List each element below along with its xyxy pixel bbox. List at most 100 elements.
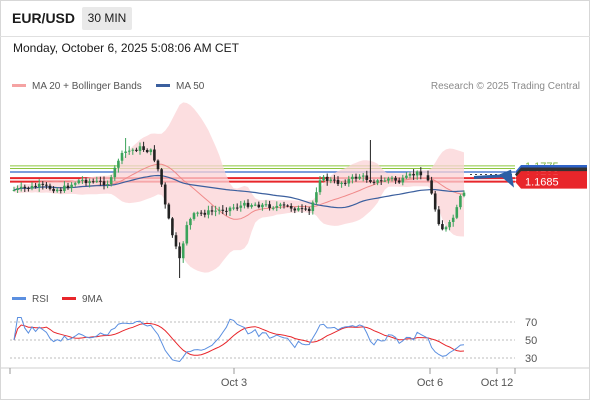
candle-body — [228, 207, 232, 212]
candle-body — [59, 189, 63, 191]
credit-text: Research © 2025 Trading Central — [430, 81, 580, 92]
candle-body — [333, 179, 336, 181]
candle-body — [459, 195, 462, 208]
legend-rsi-swatch — [12, 296, 26, 300]
candle-body — [300, 208, 304, 210]
candle-body — [243, 202, 246, 206]
candle-body — [207, 210, 210, 215]
candle-body — [196, 212, 199, 214]
candle-body — [415, 171, 419, 176]
candle-body — [329, 179, 333, 181]
legend-ma9-swatch — [62, 296, 76, 300]
rsi-tick-label-0: 30 — [525, 353, 537, 365]
candle-body — [311, 202, 315, 212]
legend-rsi-label: RSI — [32, 294, 49, 305]
candle-body — [106, 184, 109, 186]
candle-body — [286, 205, 289, 207]
candle-body — [271, 207, 275, 209]
candle-body — [127, 150, 131, 152]
candle-body — [401, 177, 405, 183]
candle-body — [99, 180, 102, 182]
candle-body — [376, 180, 379, 183]
candle-body — [444, 227, 448, 230]
candle-body — [16, 188, 19, 190]
header-divider — [0, 36, 590, 37]
bollinger-band — [14, 102, 464, 273]
candle-body — [437, 209, 441, 225]
candle-body — [95, 180, 99, 182]
legend-ma50-swatch — [156, 83, 170, 87]
candle-body — [109, 177, 113, 185]
level-label-5: 1.1685 — [525, 177, 559, 189]
rsi-tick-label-2: 70 — [525, 317, 537, 329]
candle-body — [451, 217, 455, 222]
candle-body — [153, 149, 156, 161]
x-axis-label-2: Oct 12 — [481, 377, 513, 389]
candle-body — [48, 185, 52, 189]
candle-body — [52, 188, 55, 192]
candle-body — [365, 175, 369, 180]
candle-body — [30, 185, 34, 189]
candle-body — [181, 243, 185, 259]
candle-body — [45, 184, 48, 186]
candle-body — [174, 235, 178, 247]
candle-body — [142, 146, 145, 151]
candle-body — [19, 186, 23, 189]
rsi-tick-label-1: 50 — [525, 335, 537, 347]
candle-body — [282, 204, 286, 206]
candle-body — [441, 224, 444, 230]
legend-bollinger: MA 20 + Bollinger Bands — [12, 81, 142, 92]
candle-body — [394, 177, 397, 181]
candle-body — [462, 192, 466, 196]
candle-body — [433, 193, 437, 210]
candle-body — [379, 180, 383, 182]
legend-ma50-label: MA 50 — [176, 81, 205, 92]
legend-rsi: RSI — [12, 294, 49, 305]
candle-body — [351, 176, 354, 180]
candle-body — [145, 150, 149, 153]
timeframe-badge[interactable]: 30 MIN — [82, 7, 132, 30]
candle-body — [102, 181, 106, 185]
legend-ma9: 9MA — [62, 294, 103, 305]
candle-body — [455, 207, 459, 218]
candle-body — [88, 181, 91, 184]
candle-body — [325, 176, 329, 181]
candle-body — [55, 189, 59, 192]
candle-body — [160, 169, 163, 185]
candle-body — [63, 185, 66, 191]
candle-body — [199, 212, 203, 214]
candle-body — [91, 181, 95, 183]
candle-body — [131, 149, 135, 151]
candle-body — [268, 204, 271, 208]
candle-body — [372, 181, 376, 183]
candle-body — [210, 210, 214, 212]
candle-body — [297, 208, 300, 211]
candle-body — [178, 246, 181, 259]
candle-body — [77, 180, 81, 184]
candle-body — [117, 160, 120, 168]
candle-body — [412, 173, 415, 176]
candle-body — [343, 182, 347, 184]
candle-body — [318, 180, 322, 193]
candle-body — [347, 179, 351, 184]
legend-bollinger-label: MA 20 + Bollinger Bands — [32, 81, 142, 92]
candle-body — [397, 180, 401, 183]
candle-body — [66, 185, 70, 188]
candle-body — [12, 189, 16, 191]
x-axis-label-0: Oct 3 — [221, 377, 247, 389]
candle-body — [113, 167, 117, 178]
candle-body — [232, 207, 235, 209]
timestamp: Monday, October 6, 2025 5:08:06 AM CET — [13, 41, 239, 55]
candle-body — [261, 204, 264, 208]
candle-body — [135, 149, 138, 151]
legend-bollinger-swatch — [12, 83, 26, 87]
candle-body — [361, 175, 365, 177]
candle-body — [37, 183, 41, 187]
candle-body — [253, 204, 257, 206]
candle-body — [217, 209, 221, 211]
candle-body — [138, 146, 142, 151]
candle-body — [408, 173, 412, 176]
rsi-line — [13, 317, 465, 363]
candle-body — [214, 210, 217, 212]
